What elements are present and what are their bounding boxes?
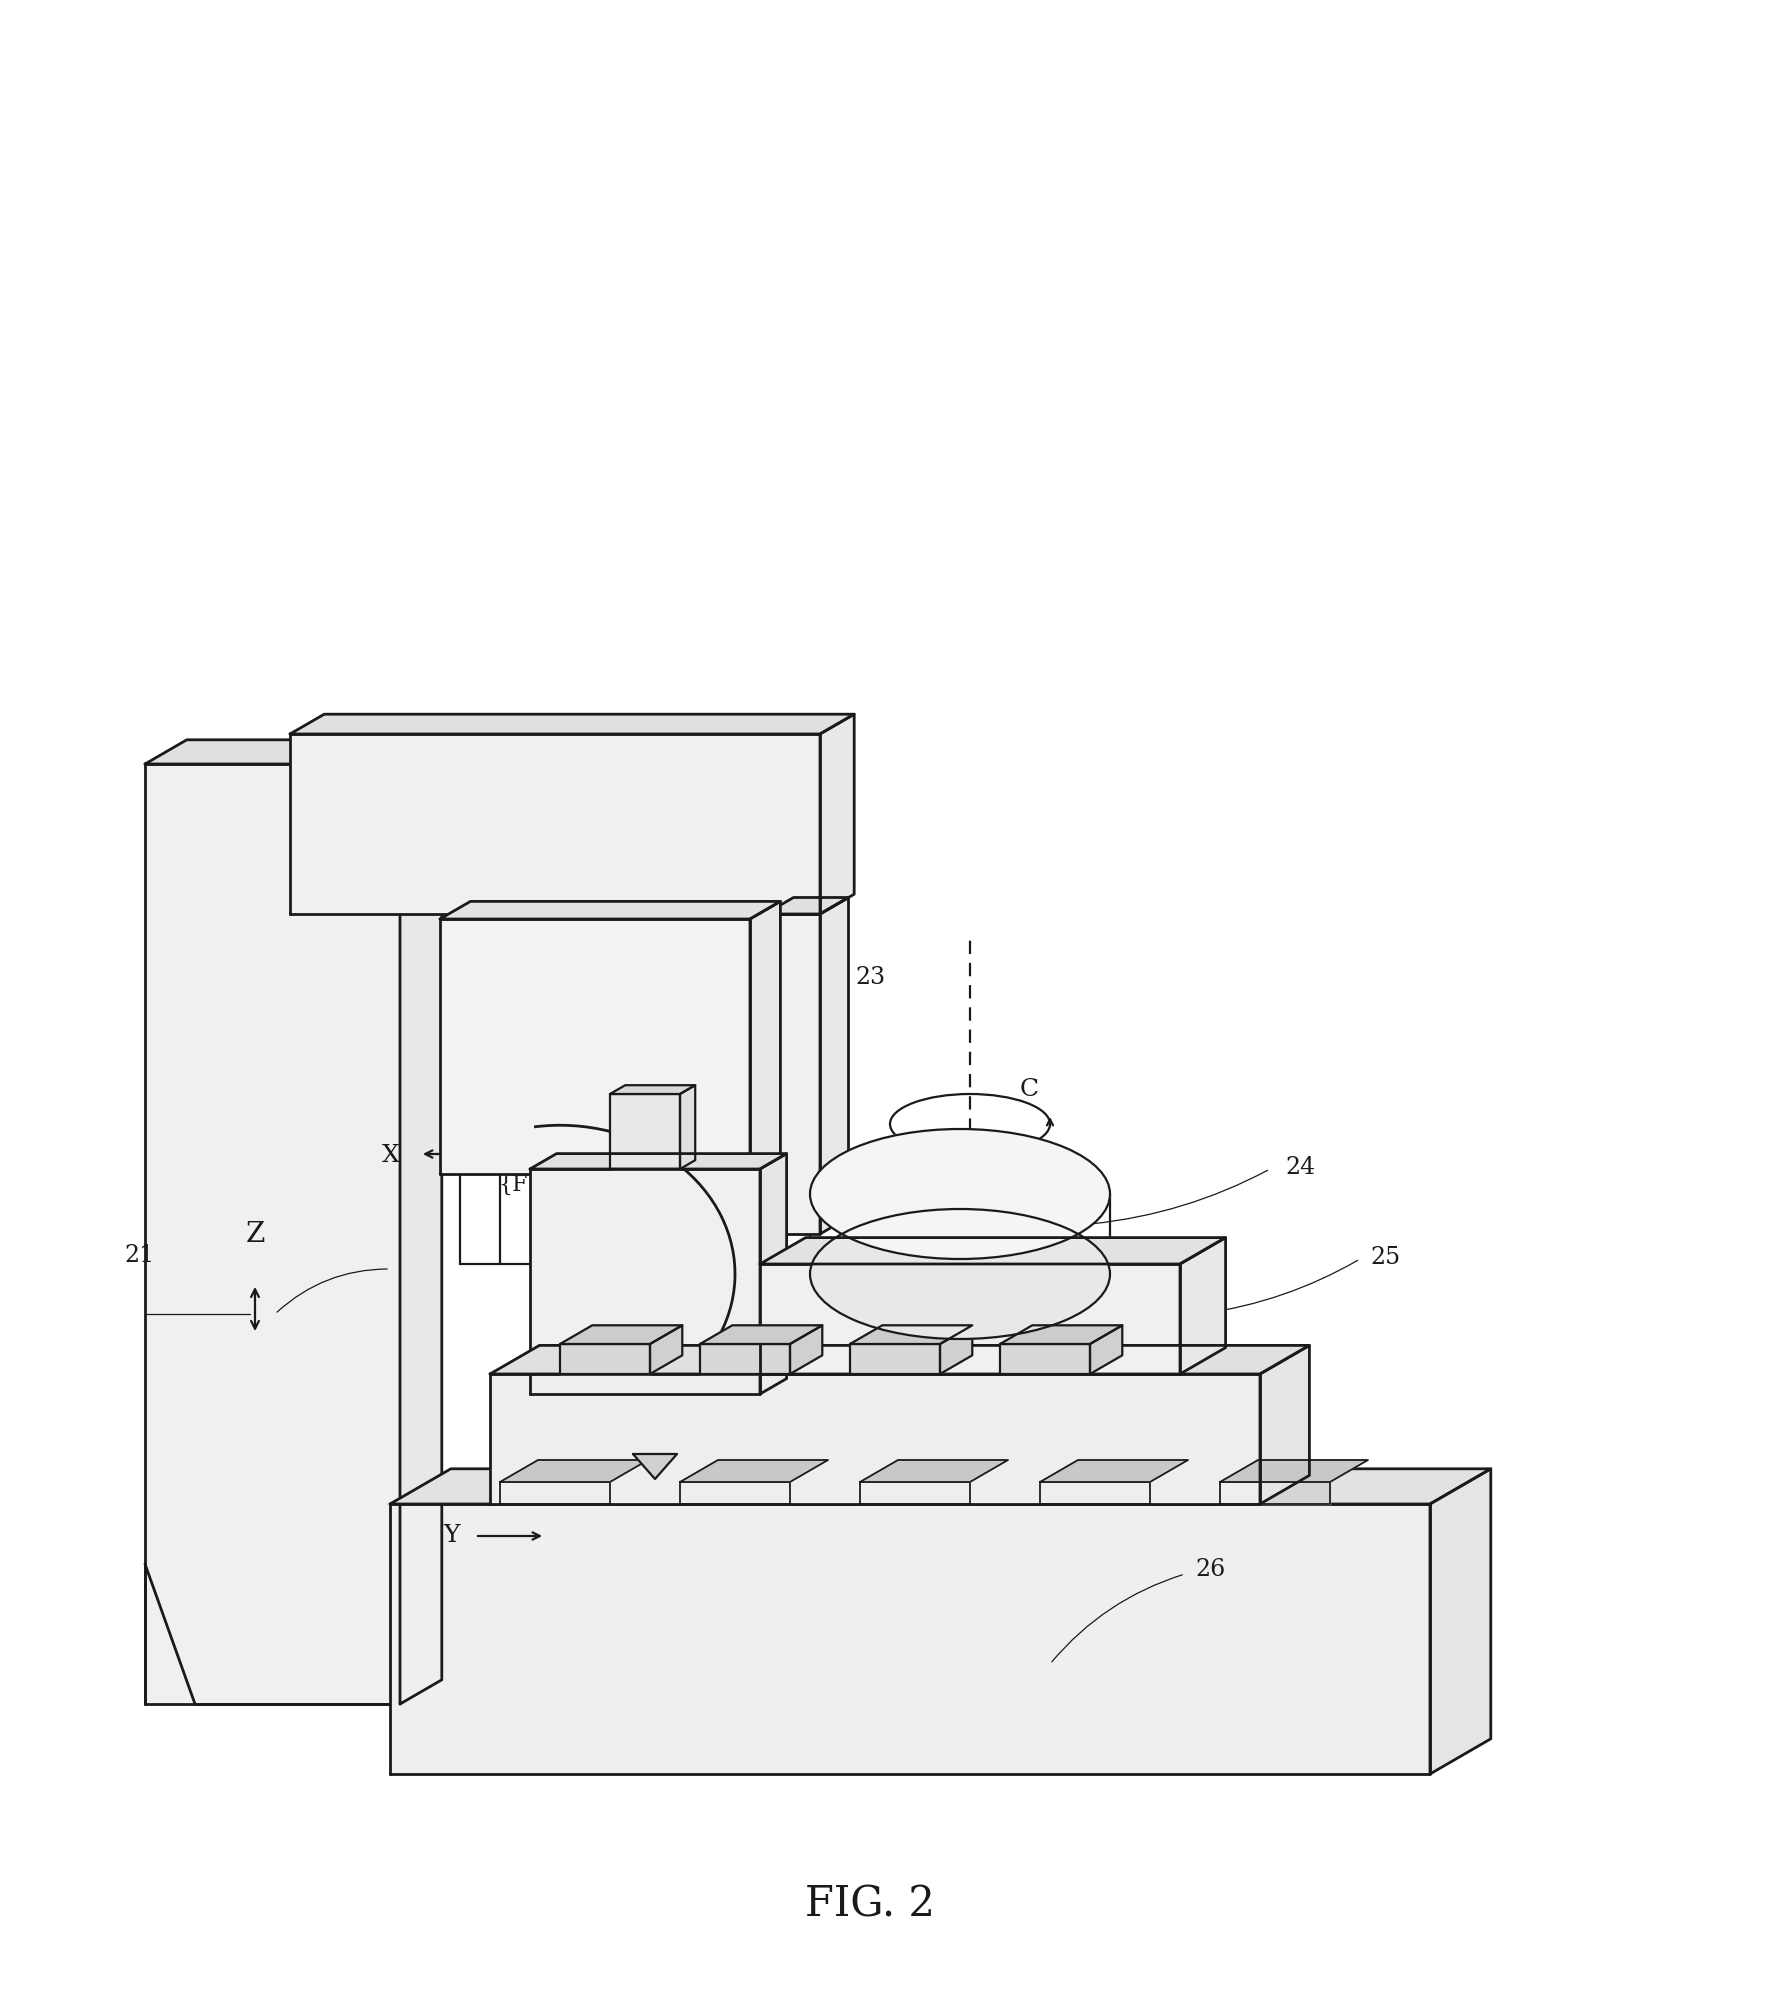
Polygon shape xyxy=(441,920,750,1174)
Polygon shape xyxy=(700,1343,790,1374)
Polygon shape xyxy=(681,1086,695,1170)
Polygon shape xyxy=(820,715,854,914)
Text: 25: 25 xyxy=(1370,1245,1401,1269)
Polygon shape xyxy=(700,1325,822,1343)
Polygon shape xyxy=(399,741,442,1704)
Text: X: X xyxy=(381,1142,399,1166)
Polygon shape xyxy=(1041,1482,1150,1504)
Polygon shape xyxy=(851,1343,940,1374)
Polygon shape xyxy=(851,1325,973,1343)
Polygon shape xyxy=(681,1482,790,1504)
Polygon shape xyxy=(390,1468,1490,1504)
Polygon shape xyxy=(1041,1460,1187,1482)
Text: Z: Z xyxy=(611,1283,629,1305)
Polygon shape xyxy=(860,1460,1008,1482)
Text: 23: 23 xyxy=(854,965,885,989)
Text: C: C xyxy=(1021,1077,1039,1102)
Polygon shape xyxy=(999,1343,1091,1374)
Polygon shape xyxy=(390,1504,1429,1774)
Polygon shape xyxy=(491,1374,1261,1504)
Polygon shape xyxy=(611,1086,695,1094)
Text: Y: Y xyxy=(444,1523,460,1545)
Polygon shape xyxy=(290,735,820,914)
Polygon shape xyxy=(290,715,854,735)
Polygon shape xyxy=(759,1154,786,1394)
Polygon shape xyxy=(940,1325,973,1374)
Text: 21: 21 xyxy=(125,1243,156,1267)
Polygon shape xyxy=(632,1454,677,1478)
Polygon shape xyxy=(759,1239,1225,1265)
Text: 26: 26 xyxy=(1195,1557,1225,1581)
Polygon shape xyxy=(1220,1482,1331,1504)
Polygon shape xyxy=(491,1345,1309,1374)
Polygon shape xyxy=(441,902,781,920)
Polygon shape xyxy=(759,1265,1180,1374)
Text: 22: 22 xyxy=(974,1182,1005,1206)
Polygon shape xyxy=(1429,1468,1490,1774)
Polygon shape xyxy=(1261,1345,1309,1504)
Text: 24: 24 xyxy=(1284,1154,1315,1178)
Polygon shape xyxy=(1220,1460,1368,1482)
Text: {F}: {F} xyxy=(498,1174,543,1196)
Polygon shape xyxy=(611,1094,681,1170)
Text: X: X xyxy=(1119,1313,1137,1335)
Polygon shape xyxy=(750,902,781,1174)
Polygon shape xyxy=(765,898,849,914)
Polygon shape xyxy=(765,914,820,1235)
Text: B: B xyxy=(1146,1243,1164,1267)
Polygon shape xyxy=(500,1482,611,1504)
Polygon shape xyxy=(561,1343,650,1374)
Polygon shape xyxy=(999,1325,1123,1343)
Ellipse shape xyxy=(810,1130,1110,1259)
Polygon shape xyxy=(500,1460,648,1482)
Text: Y: Y xyxy=(810,1142,826,1166)
Polygon shape xyxy=(1180,1239,1225,1374)
Text: FIG. 2: FIG. 2 xyxy=(804,1883,935,1925)
Ellipse shape xyxy=(810,1208,1110,1339)
Polygon shape xyxy=(860,1482,971,1504)
Polygon shape xyxy=(681,1460,827,1482)
Polygon shape xyxy=(530,1170,759,1394)
Polygon shape xyxy=(145,741,442,765)
Polygon shape xyxy=(561,1325,682,1343)
Polygon shape xyxy=(1091,1325,1123,1374)
Polygon shape xyxy=(820,898,849,1235)
Polygon shape xyxy=(530,1154,786,1170)
Polygon shape xyxy=(790,1325,822,1374)
Polygon shape xyxy=(650,1325,682,1374)
Polygon shape xyxy=(145,765,399,1704)
Text: Z: Z xyxy=(245,1220,265,1249)
